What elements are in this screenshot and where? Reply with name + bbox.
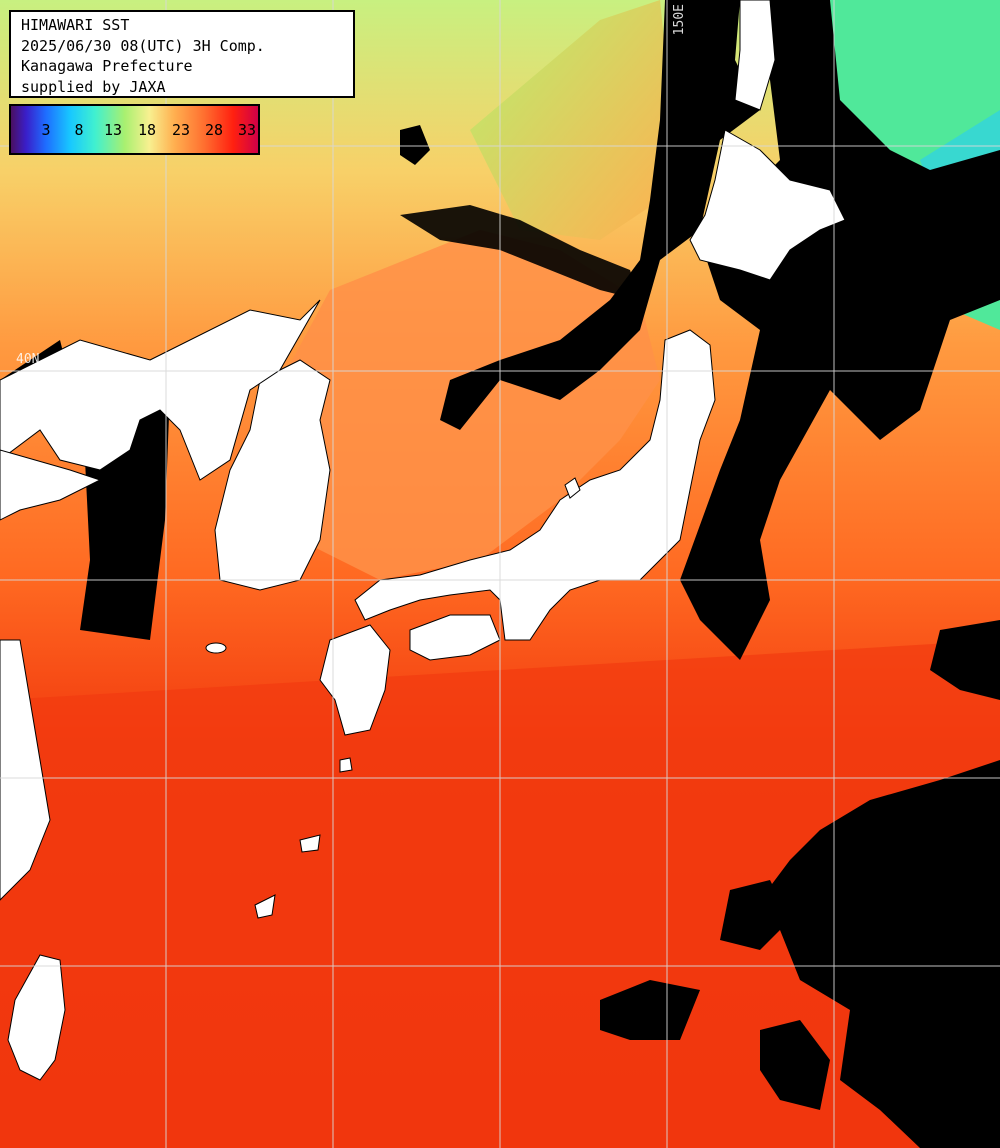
colorbar-tick: 33 [237, 121, 257, 139]
land-taiwan [7, 954, 66, 1081]
land-ryukyu-1 [299, 834, 321, 853]
timestamp: 2025/06/30 08(UTC) 3H Comp. [21, 36, 265, 55]
supplier-credit: supplied by JAXA [21, 77, 166, 96]
temperature-colorbar: 3 8 13 18 23 28 33 [9, 104, 260, 155]
land-kyushu [319, 624, 391, 736]
lat-label-40n: 40N [16, 352, 40, 367]
cool-water-north-sea-of-japan [470, 0, 670, 240]
colorbar-tick: 8 [74, 121, 84, 139]
colorbar-tick: 28 [204, 121, 224, 139]
colorbar-tick: 18 [137, 121, 157, 139]
land-jeju [205, 642, 227, 654]
land-shandong [0, 449, 102, 521]
region-name: Kanagawa Prefecture [21, 57, 193, 75]
land-ryukyu-3 [339, 757, 353, 773]
land-sakhalin [734, 0, 776, 111]
land-honshu [354, 329, 716, 641]
lon-label: 150E [672, 4, 687, 36]
title-box: HIMAWARI SST 2025/06/30 08(UTC) 3H Comp.… [9, 10, 355, 98]
product-title: HIMAWARI SST [21, 16, 130, 34]
colorbar-tick: 3 [41, 121, 51, 139]
land-shikoku [409, 614, 501, 661]
land-ryukyu-2 [254, 894, 276, 919]
land-china-east [0, 639, 51, 901]
landmass [0, 0, 846, 1081]
land-sado [564, 477, 581, 499]
land-hokkaido [689, 129, 846, 281]
colorbar-tick: 23 [171, 121, 191, 139]
colorbar-tick: 13 [103, 121, 123, 139]
land-china [0, 299, 321, 481]
